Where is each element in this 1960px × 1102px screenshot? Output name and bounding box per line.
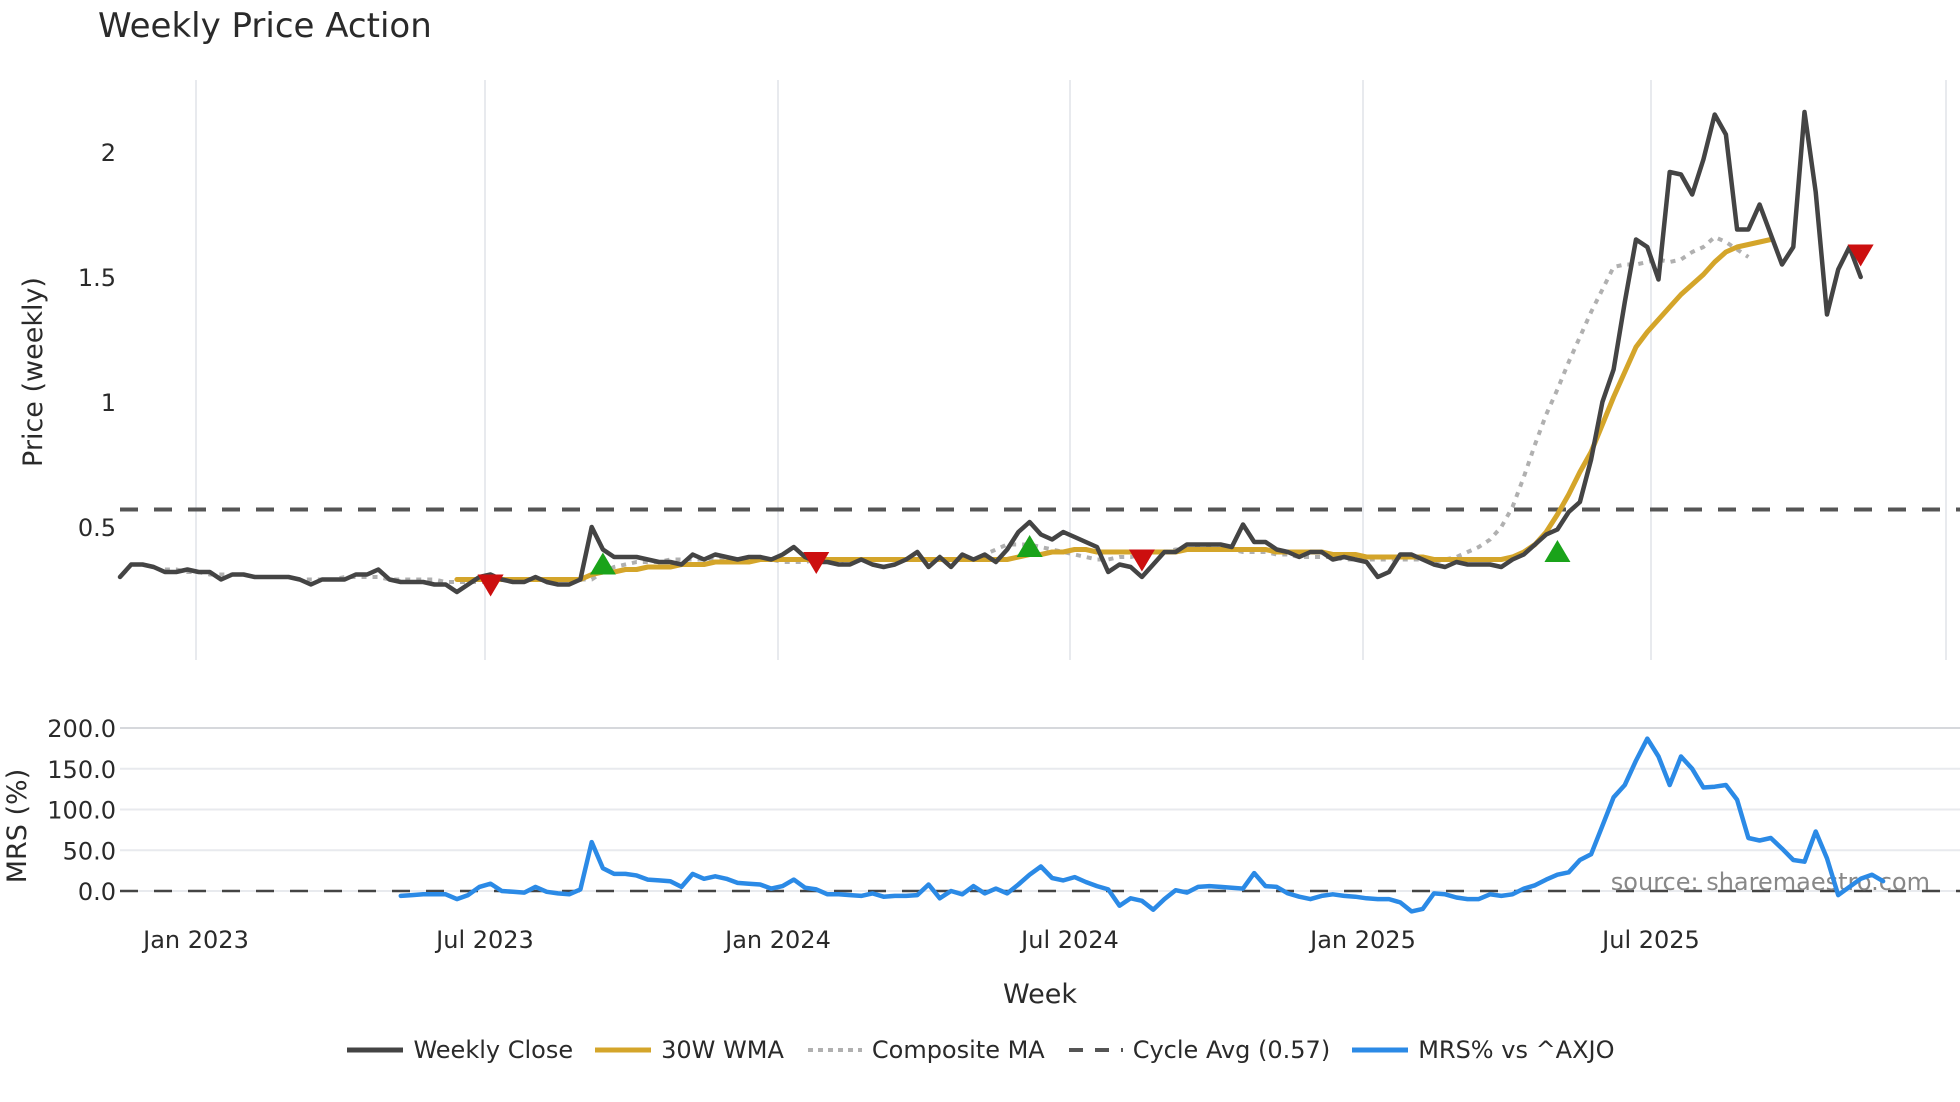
- svg-text:1.5: 1.5: [78, 264, 116, 292]
- composite-swatch-icon: [804, 1038, 864, 1062]
- wma-30w-line: [454, 237, 1774, 582]
- legend-item-30w-wma[interactable]: 30W WMA: [593, 1036, 784, 1064]
- cycle-swatch-icon: [1065, 1038, 1125, 1062]
- x-tick-labels: Jan 2023 Jul 2023 Jan 2024 Jul 2024 Jan 2025…: [141, 926, 1700, 954]
- svg-text:200.0: 200.0: [47, 715, 116, 743]
- svg-text:100.0: 100.0: [47, 797, 116, 825]
- legend-item-mrs[interactable]: MRS% vs ^AXJO: [1350, 1036, 1615, 1064]
- svg-text:Jan 2023: Jan 2023: [141, 926, 249, 954]
- weekly-close-line: [117, 109, 1863, 595]
- legend-label: Composite MA: [871, 1036, 1045, 1064]
- wma-swatch-icon: [593, 1038, 653, 1062]
- mrs-y-tick-labels: 0.0 50.0 100.0 150.0 200.0: [47, 715, 116, 906]
- legend-label: MRS% vs ^AXJO: [1418, 1036, 1615, 1064]
- svg-text:2: 2: [101, 139, 116, 167]
- svg-text:50.0: 50.0: [63, 837, 116, 865]
- chart-title: Weekly Price Action: [98, 6, 432, 46]
- svg-text:0.0: 0.0: [78, 878, 116, 906]
- legend-item-weekly-close[interactable]: Weekly Close: [345, 1036, 573, 1064]
- legend-item-cycle-avg[interactable]: Cycle Avg (0.57): [1065, 1036, 1330, 1064]
- legend-label: Cycle Avg (0.57): [1132, 1036, 1331, 1064]
- x-axis-label: Week: [1003, 979, 1077, 1010]
- signal-markers: [477, 244, 1874, 597]
- svg-text:Jan 2025: Jan 2025: [1308, 926, 1416, 954]
- svg-text:150.0: 150.0: [47, 756, 116, 784]
- legend-label: Weekly Close: [413, 1036, 574, 1064]
- mrs-y-axis-label: MRS (%): [2, 769, 33, 884]
- mrs-line: [398, 736, 1886, 914]
- legend: Weekly Close 30W WMA Composite MA Cycle …: [0, 1036, 1960, 1064]
- composite-ma-line: [164, 235, 1750, 584]
- svg-text:0.5: 0.5: [78, 514, 116, 542]
- svg-text:Jul 2025: Jul 2025: [1600, 926, 1700, 954]
- svg-text:Jul 2024: Jul 2024: [1019, 926, 1119, 954]
- mrs-swatch-icon: [1350, 1038, 1410, 1062]
- svg-text:1: 1: [101, 389, 116, 417]
- source-note: source: sharemaestro.com: [1611, 868, 1930, 896]
- legend-label: 30W WMA: [661, 1036, 784, 1064]
- weekly-close-swatch-icon: [345, 1038, 405, 1062]
- svg-text:Jul 2023: Jul 2023: [434, 926, 534, 954]
- price-y-axis-label: Price (weekly): [18, 277, 49, 467]
- price-gridlines: [195, 80, 1947, 660]
- legend-item-composite-ma[interactable]: Composite MA: [804, 1036, 1045, 1064]
- price-y-tick-labels: 0.5 1 1.5 2: [78, 139, 116, 542]
- svg-text:Jan 2024: Jan 2024: [723, 926, 831, 954]
